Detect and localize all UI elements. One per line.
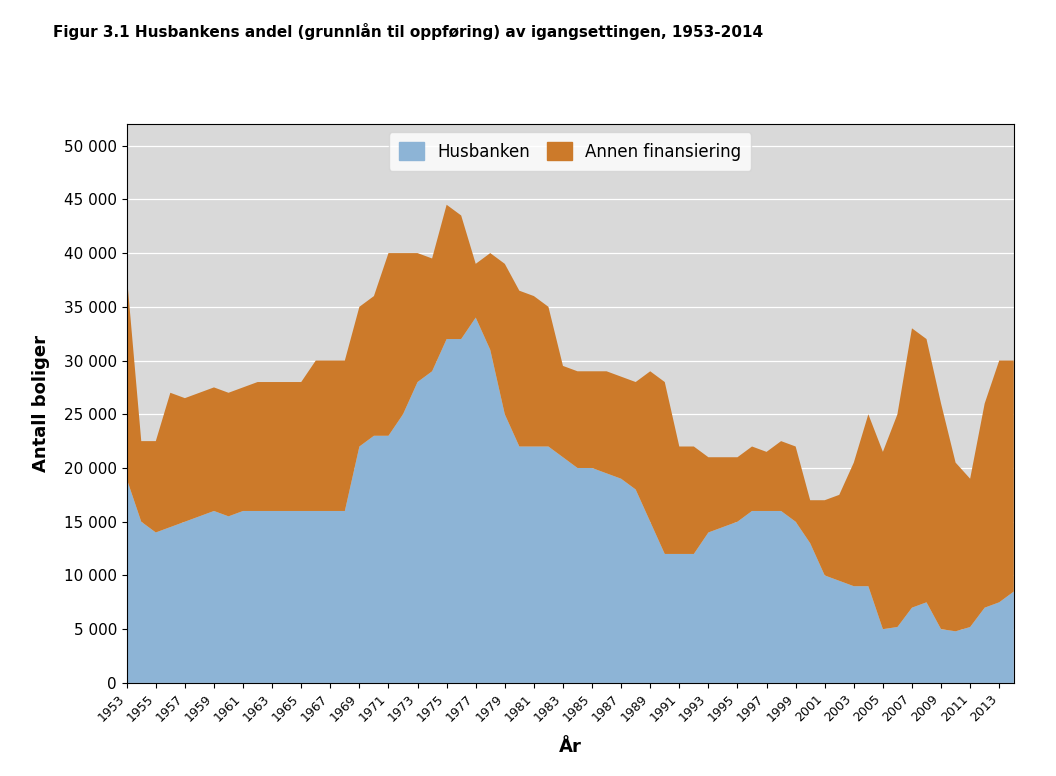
X-axis label: År: År xyxy=(559,738,582,757)
Y-axis label: Antall boliger: Antall boliger xyxy=(32,335,50,472)
Legend: Husbanken, Annen finansiering: Husbanken, Annen finansiering xyxy=(389,133,752,171)
Text: Figur 3.1 Husbankens andel (grunnlån til oppføring) av igangsettingen, 1953-2014: Figur 3.1 Husbankens andel (grunnlån til… xyxy=(53,23,762,40)
